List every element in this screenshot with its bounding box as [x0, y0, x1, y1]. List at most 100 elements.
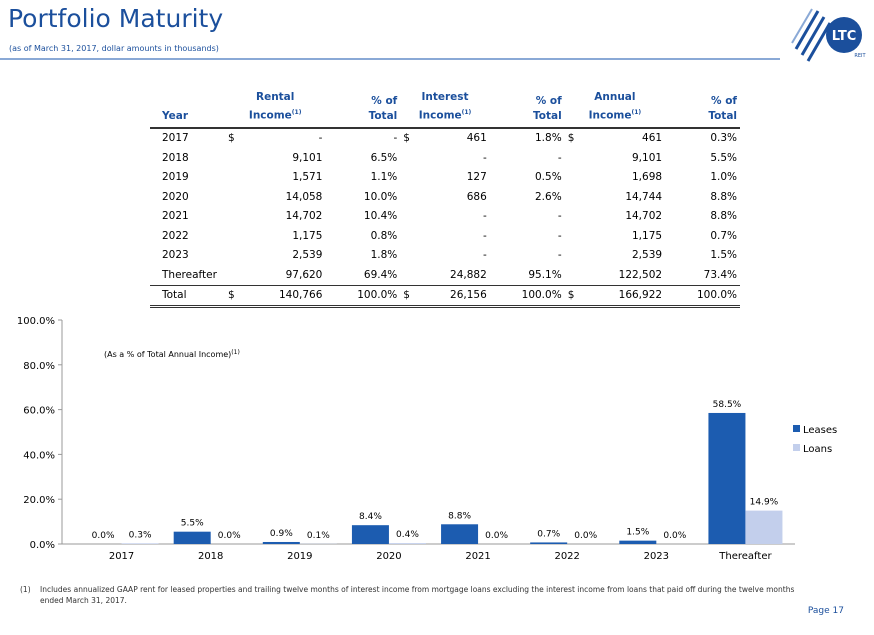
cell-idol: $ — [403, 132, 410, 145]
data-label: 0.3% — [129, 530, 152, 540]
bar-leases — [351, 525, 389, 544]
header-rental-pct: % of Total — [368, 94, 398, 122]
data-label: 5.5% — [181, 519, 204, 529]
y-tick-label: 60.0% — [23, 406, 55, 417]
logo-text: LTC — [832, 29, 857, 44]
cell-rd — [225, 187, 245, 207]
data-label: 0.0% — [218, 531, 241, 541]
x-tick-label: 2017 — [109, 551, 134, 562]
cell-year: 2019 — [162, 171, 189, 184]
table-row: 2021 14,702 10.4% - - 14,702 8.8% — [150, 207, 740, 227]
y-tick-label: 0.0% — [30, 540, 55, 551]
y-tick-label: 80.0% — [23, 361, 55, 372]
data-label: 8.4% — [359, 512, 382, 522]
cell-annual: 2,539 — [632, 249, 663, 262]
cell-year: 2018 — [162, 151, 189, 164]
maturity-bar-chart: 0.0% 20.0% 40.0% 60.0% 80.0% 100.0% (As a % of… — [17, 316, 837, 562]
bar-leases — [441, 524, 479, 544]
header-interest-pct: % of Total — [533, 94, 562, 122]
cell-year: 2017 — [162, 132, 189, 145]
cell-annual: 461 — [642, 132, 663, 145]
cell-idol — [400, 226, 420, 246]
cell-rd — [225, 265, 245, 285]
cell-apct: 73.4% — [703, 268, 737, 281]
table-row: 2017 $ - - $461 1.8% $461 0.3% — [150, 128, 740, 149]
cell-rd — [225, 226, 245, 246]
table-row: 2018 9,101 6.5% - - 9,101 5.5% — [150, 148, 740, 168]
cell-year: 2020 — [162, 190, 189, 203]
x-tick-label: 2023 — [644, 551, 669, 562]
cell-apct: 100.0% — [665, 284, 740, 307]
logo-subtext: REIT — [854, 53, 866, 59]
cell-annual: 9,101 — [632, 151, 663, 164]
bar-leases — [708, 412, 746, 544]
data-label: 0.0% — [663, 531, 686, 541]
cell-year: 2021 — [162, 210, 189, 223]
x-tick-label: 2019 — [287, 551, 312, 562]
bar-loans — [745, 510, 783, 544]
legend-swatch-leases — [793, 425, 800, 432]
cell-apct: 0.3% — [710, 132, 737, 145]
cell-apct: 8.8% — [710, 190, 737, 203]
cell-ipct: 2.6% — [535, 190, 562, 203]
cell-annual: 1,175 — [632, 229, 663, 242]
cell-rpct: 10.4% — [363, 210, 398, 223]
cell-rd — [225, 168, 245, 188]
legend-label: Loans — [803, 444, 832, 455]
cell-rpct: 1.8% — [370, 249, 398, 262]
x-tick-label: 2022 — [554, 551, 579, 562]
logo-stripes-icon — [794, 10, 832, 62]
x-tick-label: 2020 — [376, 551, 401, 562]
footnote-text: Includes annualized GAAP rent for leased… — [40, 585, 795, 605]
cell-rpct: 1.1% — [370, 171, 398, 184]
cell-idol — [400, 148, 420, 168]
bar-loans — [388, 543, 426, 544]
cell-idol — [400, 187, 420, 207]
cell-interest: 127 — [466, 171, 487, 184]
data-label: 0.1% — [307, 531, 330, 541]
cell-interest: 24,882 — [450, 268, 487, 281]
cell-interest: 686 — [466, 190, 487, 203]
cell-idol — [400, 246, 420, 266]
cell-ipct: - — [557, 210, 562, 223]
cell-annual: 1,698 — [632, 171, 663, 184]
header-annual-pct: % of Total — [708, 94, 737, 122]
cell-rental: - — [318, 132, 323, 145]
cell-rental: 2,539 — [292, 249, 323, 262]
cell-year: 2022 — [162, 229, 189, 242]
page-title: Portfolio Maturity — [8, 4, 224, 33]
data-label: 0.7% — [537, 529, 560, 539]
y-tick-label: 20.0% — [23, 495, 55, 506]
cell-year: Total — [150, 284, 225, 307]
maturity-table: Year Rental Income(1) % of Total Interest I… — [150, 90, 740, 308]
cell-adol — [565, 148, 585, 168]
data-label: 0.0% — [574, 531, 597, 541]
cell-annual: 14,702 — [625, 210, 663, 223]
cell-rpct: - — [393, 132, 398, 145]
page-number: Page 17 — [807, 606, 844, 616]
cell-rd — [225, 207, 245, 227]
cell-idol: $ — [400, 284, 421, 307]
cell-ipct: - — [557, 249, 562, 262]
cell-ipct: 1.8% — [535, 132, 562, 145]
header-year: Year — [162, 109, 189, 122]
legend-swatch-loans — [793, 444, 800, 451]
cell-year: Thereafter — [162, 268, 217, 281]
total-row: Total $140,766 100.0% $26,156 100.0% $166,922… — [150, 284, 740, 307]
cell-rental: 9,101 — [292, 151, 323, 164]
cell-ipct: 0.5% — [535, 171, 562, 184]
cell-interest: - — [483, 210, 487, 223]
cell-ipct: - — [557, 151, 562, 164]
legend-label: Leases — [803, 425, 837, 436]
bar-leases — [262, 541, 300, 544]
cell-adol: $ — [564, 284, 585, 307]
data-label: 0.9% — [270, 529, 293, 539]
cell-interest: - — [483, 229, 487, 242]
cell-rd — [225, 148, 245, 168]
logo-circle — [826, 17, 862, 53]
cell-rpct: 10.0% — [363, 190, 398, 203]
chart-title: (As a % of Total Annual Income)(1) — [104, 349, 240, 359]
bar-loans — [121, 543, 159, 544]
cell-ipct: 95.1% — [528, 268, 562, 281]
cell-rental: 1,175 — [292, 229, 323, 242]
